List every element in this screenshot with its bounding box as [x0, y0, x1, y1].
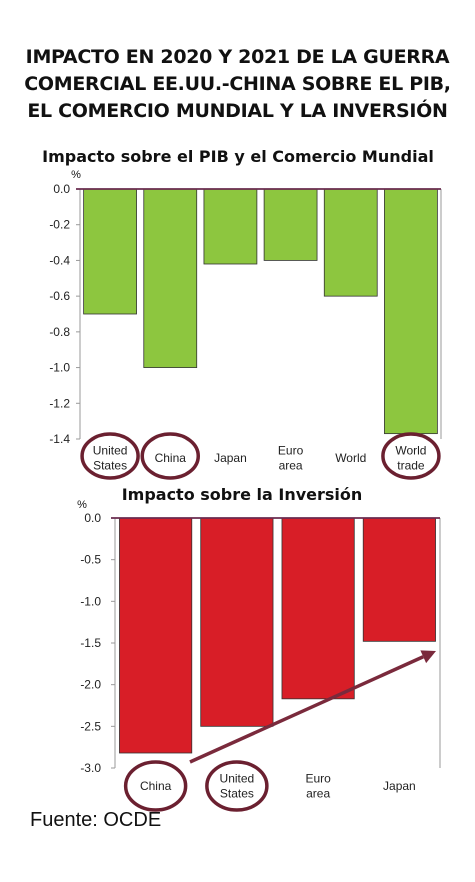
chart2-bar	[281, 517, 355, 700]
chart1-x-tick-label: China	[155, 451, 187, 465]
chart1-x-tick-label: area	[279, 459, 303, 473]
chart1-x-tick-label: World	[395, 444, 426, 458]
chart2-x-tick-label: Euro	[305, 772, 331, 786]
chart2-y-tick-label: -0.5	[80, 553, 101, 567]
chart2-x-tick-label: States	[220, 787, 254, 801]
chart1-highlight-circle	[80, 432, 140, 480]
chart2-trend-arrow-shaft	[189, 655, 424, 764]
chart1-x-tick-label: States	[93, 459, 127, 473]
chart1-bar	[263, 188, 318, 261]
chart2-y-unit-label: %	[77, 499, 87, 511]
chart1-y-tick-label: 0.0	[53, 182, 70, 196]
chart1-y-tick-label: -1.0	[49, 361, 70, 375]
chart2-y-tick-label: -1.0	[80, 594, 101, 608]
chart2-y-tick-label: -1.5	[80, 636, 101, 650]
chart2-bar	[119, 517, 193, 754]
chart1-x-tick-label: trade	[397, 459, 425, 473]
source-note: Fuente: OCDE	[30, 809, 162, 831]
chart1-y-tick-label: -0.8	[49, 325, 70, 339]
chart2-y-tick-label: -2.0	[80, 678, 101, 692]
chart2-bar	[200, 517, 274, 727]
chart1-x-tick-label: Japan	[214, 451, 247, 465]
chart2-x-tick-label: area	[306, 787, 330, 801]
chart2-x-tick-label: Japan	[383, 779, 416, 793]
chart2-x-tick-label: United	[220, 772, 255, 786]
chart1-y-tick-label: -0.2	[49, 218, 70, 232]
main-title-line-2: COMERCIAL EE.UU.-CHINA SOBRE EL PIB,	[24, 73, 451, 95]
chart1-y-tick-label: -0.6	[49, 289, 70, 303]
chart2-y-tick-label: -3.0	[80, 761, 101, 775]
chart1-y-tick-label: -1.4	[49, 432, 70, 446]
chart2-highlight-circle	[123, 760, 188, 812]
chart1-y-tick-label: -1.2	[49, 396, 70, 410]
chart1-x-tick-label: Euro	[278, 444, 304, 458]
chart1-y-tick-label: -0.4	[49, 253, 70, 267]
chart1-title: Impacto sobre el PIB y el Comercio Mundi…	[42, 147, 434, 166]
chart2-y-tick-label: 0.0	[84, 511, 101, 525]
chart2-trend-arrow-head	[420, 650, 436, 664]
main-title-line-1: IMPACTO EN 2020 Y 2021 DE LA GUERRA	[25, 46, 450, 68]
chart1-x-tick-label: United	[93, 444, 128, 458]
chart2-y-tick-label: -2.5	[80, 719, 101, 733]
chart2-title: Impacto sobre la Inversión	[122, 485, 363, 504]
chart1-bar	[384, 188, 438, 435]
chart2-highlight-circle	[205, 760, 269, 812]
chart1-highlight-circle	[381, 432, 441, 480]
chart1-y-unit-label: %	[71, 169, 81, 181]
chart1-bar	[143, 188, 198, 368]
main-title: IMPACTO EN 2020 Y 2021 DE LA GUERRA COME…	[0, 44, 475, 125]
chart1-x-tick-label: World	[335, 451, 366, 465]
chart1-bar	[83, 188, 137, 315]
chart2-bar	[362, 517, 436, 642]
chart2-x-tick-label: China	[140, 779, 172, 793]
main-title-line-3: EL COMERCIO MUNDIAL Y LA INVERSIÓN	[27, 100, 448, 122]
chart1-bar	[323, 188, 378, 297]
chart1-bar	[203, 188, 258, 265]
chart1-highlight-circle	[140, 432, 200, 480]
